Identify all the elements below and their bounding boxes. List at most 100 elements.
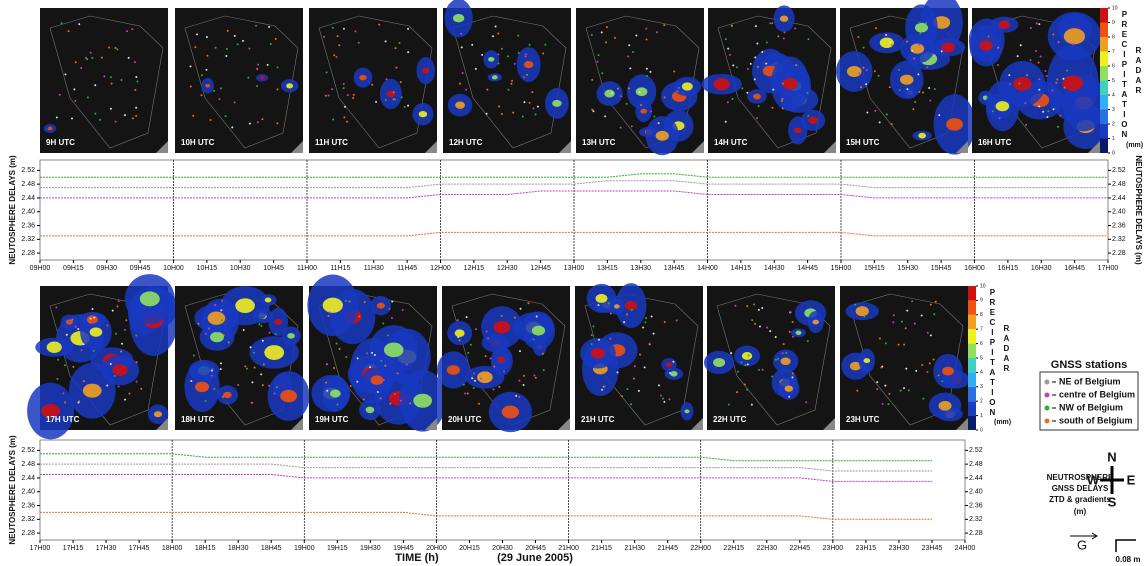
x-tick-label: 11H30 <box>364 265 384 272</box>
date-label: (29 June 2005) <box>497 552 573 564</box>
station-dot <box>80 349 83 352</box>
station-dot <box>532 107 535 110</box>
station-dot <box>110 82 113 85</box>
station-dot <box>633 365 636 368</box>
station-dot <box>873 70 876 73</box>
station-dot <box>649 70 652 73</box>
station-dot <box>659 394 662 397</box>
station-dot <box>260 373 263 376</box>
legend-label: centre of Belgium <box>1059 389 1135 399</box>
panel-label: 11H UTC <box>315 138 348 147</box>
station-dot <box>457 336 460 339</box>
map-corner <box>559 141 571 153</box>
station-dot <box>754 25 757 28</box>
radar-map: 22H UTC <box>703 286 835 430</box>
rain-core <box>210 331 224 343</box>
station-dot <box>121 342 124 345</box>
station-dot <box>747 354 750 357</box>
panel-label: 17H UTC <box>46 415 80 424</box>
station-dot <box>71 318 74 321</box>
station-dot <box>336 403 339 406</box>
station-dot <box>255 24 258 27</box>
station-dot <box>918 91 921 94</box>
station-dot <box>276 122 279 125</box>
colorbar-cell <box>968 372 976 387</box>
station-dot <box>345 355 348 358</box>
station-dot <box>106 384 109 387</box>
x-tick-label: 20H00 <box>426 545 447 552</box>
station-dot <box>219 368 222 371</box>
station-dot <box>730 352 733 355</box>
station-dot <box>889 41 892 44</box>
legend-marker <box>1044 379 1050 385</box>
station-dot <box>116 305 119 308</box>
station-dot <box>399 399 402 402</box>
station-dot <box>885 113 888 116</box>
radar-map: 23H UTC <box>840 286 970 430</box>
station-dot <box>865 83 868 86</box>
station-dot <box>644 321 647 324</box>
station-dot <box>1019 44 1022 47</box>
colorbar-tick-label: 1 <box>1112 136 1115 142</box>
station-dot <box>204 333 207 336</box>
station-dot <box>109 107 112 110</box>
colorbar-tick-label: 0 <box>980 427 983 433</box>
y-tick-label: 2.48 <box>21 181 35 188</box>
station-dot <box>628 87 631 90</box>
station-dot <box>903 343 906 346</box>
station-dot <box>485 330 488 333</box>
station-dot <box>248 122 251 125</box>
station-dot <box>391 300 394 303</box>
station-dot <box>807 115 810 118</box>
station-dot <box>200 94 203 97</box>
station-dot <box>475 328 478 331</box>
station-dot <box>669 372 672 375</box>
station-dot <box>746 305 749 308</box>
colorbar-unit: (mm) <box>1126 142 1143 149</box>
station-dot <box>77 327 80 330</box>
station-dot <box>189 85 192 88</box>
rain-core <box>286 83 294 89</box>
station-dot <box>724 120 727 123</box>
station-dot <box>409 402 412 405</box>
y-tick-label-right: 2.48 <box>969 461 983 468</box>
station-dot <box>676 90 679 93</box>
station-dot <box>794 27 797 30</box>
station-dot <box>929 99 932 102</box>
station-dot <box>534 376 537 379</box>
station-dot <box>663 96 666 99</box>
rain-core <box>995 101 1010 112</box>
station-dot <box>1059 114 1062 117</box>
map-border <box>49 15 164 149</box>
station-dot <box>236 43 239 46</box>
station-dot <box>645 74 648 77</box>
station-dot <box>385 78 388 81</box>
station-dot <box>60 22 63 25</box>
station-dot <box>114 120 117 123</box>
compass: N E S W <box>1087 449 1136 509</box>
station-dot <box>99 118 102 121</box>
rain-core <box>235 298 255 314</box>
x-tick-label: 23H00 <box>823 545 844 552</box>
series-line <box>40 180 1108 189</box>
station-dot <box>602 385 605 388</box>
station-dot <box>740 361 743 364</box>
station-dot <box>754 56 757 59</box>
radar-map: 16H UTC <box>968 8 1108 153</box>
station-dot <box>673 70 676 73</box>
series-line <box>40 463 932 472</box>
station-dot <box>460 46 463 49</box>
x-tick-label: 18H45 <box>261 545 282 552</box>
x-tick-label: 19H15 <box>327 545 348 552</box>
station-dot <box>617 87 620 90</box>
station-dot <box>1046 115 1049 118</box>
panel-label: 13H UTC <box>582 138 616 147</box>
station-dot <box>897 343 900 346</box>
colorbar-cell <box>1100 124 1108 139</box>
station-dot <box>892 321 895 324</box>
station-dot <box>597 304 600 307</box>
colorbar-tick-label: 6 <box>980 341 983 347</box>
rain-core <box>855 306 869 317</box>
colorbar-cell <box>1100 80 1108 95</box>
station-dot <box>494 25 497 28</box>
